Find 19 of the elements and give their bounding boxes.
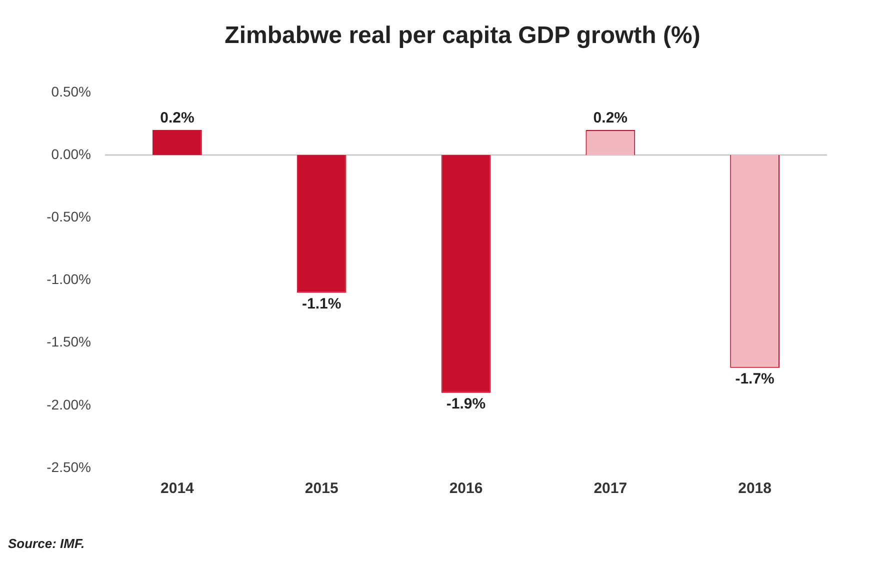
y-tick-label: -2.00% (46, 396, 91, 412)
data-label: 0.2% (160, 110, 194, 127)
y-tick-label: -2.50% (46, 458, 91, 475)
x-tick-label: 2017 (594, 480, 628, 498)
y-tick-label: 0.00% (51, 146, 91, 162)
data-label: 0.2% (593, 110, 628, 127)
x-tick-label: 2016 (449, 480, 483, 498)
y-tick-label: -1.50% (46, 334, 91, 350)
x-tick-label: 2018 (738, 480, 772, 498)
data-label: -1.1% (302, 295, 342, 312)
chart-title: Zimbabwe real per capita GDP growth (%) (224, 22, 702, 50)
y-tick-label: -1.00% (46, 271, 91, 288)
x-tick-label: 2015 (304, 480, 338, 498)
source-note: Source: IMF. (8, 536, 85, 551)
data-label: -1.7% (735, 370, 774, 388)
x-tick-label: 2014 (160, 480, 195, 498)
y-tick-label: 0.50% (51, 83, 91, 100)
y-tick-label: -0.50% (46, 208, 91, 224)
data-label: -1.9% (446, 396, 486, 413)
